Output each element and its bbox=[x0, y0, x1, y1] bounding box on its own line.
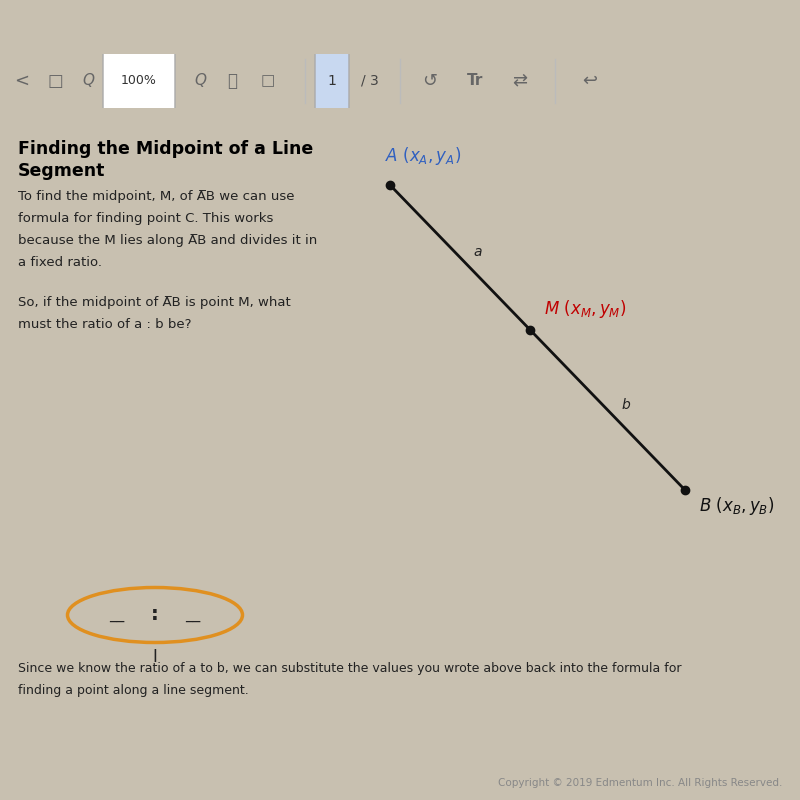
Text: formula for finding point C. This works: formula for finding point C. This works bbox=[18, 212, 274, 225]
Text: □: □ bbox=[261, 74, 275, 88]
Text: __: __ bbox=[110, 607, 125, 622]
Text: a: a bbox=[474, 246, 482, 259]
Text: I: I bbox=[153, 648, 158, 666]
Text: $\mathbf{\it{A}}$$\ (x_A, y_A)$: $\mathbf{\it{A}}$$\ (x_A, y_A)$ bbox=[385, 145, 462, 167]
Text: ↩: ↩ bbox=[582, 72, 598, 90]
Text: must the ratio of a : b be?: must the ratio of a : b be? bbox=[18, 318, 191, 331]
Text: Q: Q bbox=[82, 74, 94, 88]
Text: <: < bbox=[14, 72, 30, 90]
Text: ⎙: ⎙ bbox=[227, 72, 237, 90]
Text: Segment: Segment bbox=[18, 162, 106, 180]
Text: Tr: Tr bbox=[467, 74, 483, 88]
Text: □: □ bbox=[47, 72, 63, 90]
Text: ⇄: ⇄ bbox=[513, 72, 527, 90]
Text: b: b bbox=[621, 398, 630, 412]
Text: $\mathbf{\it{M}}$$\ (x_M, y_M)$: $\mathbf{\it{M}}$$\ (x_M, y_M)$ bbox=[544, 298, 626, 320]
Text: a fixed ratio.: a fixed ratio. bbox=[18, 256, 102, 269]
Text: So, if the midpoint of A̅B is point M, what: So, if the midpoint of A̅B is point M, w… bbox=[18, 296, 290, 309]
Text: Since we know the ratio of a to b, we can substitute the values you wrote above : Since we know the ratio of a to b, we ca… bbox=[18, 662, 682, 675]
Text: because the M lies along A̅B and divides it in: because the M lies along A̅B and divides… bbox=[18, 234, 318, 247]
Text: 100%: 100% bbox=[121, 74, 157, 87]
FancyBboxPatch shape bbox=[315, 0, 349, 207]
Text: / 3: / 3 bbox=[361, 74, 379, 88]
Text: Copyright © 2019 Edmentum Inc. All Rights Reserved.: Copyright © 2019 Edmentum Inc. All Right… bbox=[498, 778, 782, 788]
Text: $\mathbf{\it{B}}$$\ (x_B, y_B)$: $\mathbf{\it{B}}$$\ (x_B, y_B)$ bbox=[699, 495, 774, 517]
Text: __: __ bbox=[186, 607, 201, 622]
Text: 1: 1 bbox=[327, 74, 337, 88]
Text: Q: Q bbox=[194, 74, 206, 88]
Text: Finding the Midpoint of a Line: Finding the Midpoint of a Line bbox=[18, 140, 314, 158]
Text: To find the midpoint, M, of A̅B we can use: To find the midpoint, M, of A̅B we can u… bbox=[18, 190, 294, 203]
Text: ↺: ↺ bbox=[422, 72, 438, 90]
FancyBboxPatch shape bbox=[103, 0, 175, 207]
Text: finding a point along a line segment.: finding a point along a line segment. bbox=[18, 684, 249, 697]
Text: :: : bbox=[151, 606, 159, 625]
